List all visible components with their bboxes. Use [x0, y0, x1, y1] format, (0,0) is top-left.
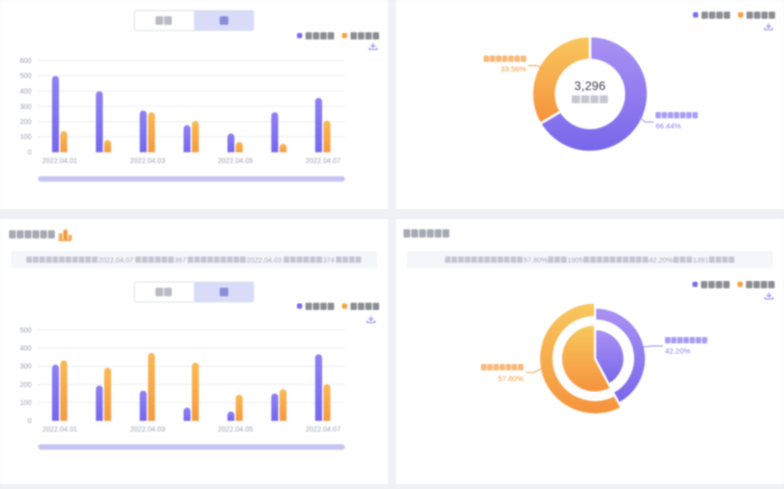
svg-text:2022.04.07: 2022.04.07	[306, 158, 341, 165]
svg-text:400: 400	[20, 89, 32, 96]
svg-text:42.20%: 42.20%	[649, 257, 673, 264]
svg-text:57.80%: 57.80%	[524, 257, 548, 264]
svg-text:2022.04.03: 2022.04.03	[247, 257, 282, 264]
svg-text:100: 100	[20, 400, 32, 407]
svg-text:2022.04.05: 2022.04.05	[218, 427, 253, 434]
svg-text:57.80%: 57.80%	[498, 374, 524, 383]
svg-text:2022.04.01: 2022.04.01	[42, 427, 77, 434]
svg-text:3,296: 3,296	[574, 79, 606, 93]
svg-text:2022.04.01: 2022.04.01	[42, 158, 77, 165]
svg-text:400: 400	[20, 346, 32, 353]
svg-text:66.44%: 66.44%	[656, 122, 682, 131]
svg-text:367: 367	[175, 257, 187, 264]
svg-text:2022.04.03: 2022.04.03	[130, 158, 165, 165]
svg-text:200: 200	[20, 119, 32, 126]
svg-text:2022.04.05: 2022.04.05	[218, 158, 253, 165]
svg-text:42.20%: 42.20%	[665, 347, 691, 356]
svg-text:300: 300	[20, 364, 32, 371]
svg-text:2022.04.07: 2022.04.07	[98, 257, 133, 264]
svg-text:1905: 1905	[567, 257, 583, 264]
svg-text:374: 374	[323, 257, 335, 264]
svg-text:1391: 1391	[693, 257, 709, 264]
svg-text:2022.04.03: 2022.04.03	[130, 427, 165, 434]
svg-text:33.56%: 33.56%	[501, 64, 527, 73]
svg-text:2022.04.07: 2022.04.07	[306, 427, 341, 434]
svg-text:0: 0	[28, 150, 32, 157]
svg-text:300: 300	[20, 104, 32, 111]
svg-text:0: 0	[28, 418, 32, 425]
svg-text:200: 200	[20, 382, 32, 389]
svg-text:500: 500	[20, 327, 32, 334]
svg-text:100: 100	[20, 134, 32, 141]
svg-text:600: 600	[20, 58, 32, 65]
svg-text:500: 500	[20, 73, 32, 80]
